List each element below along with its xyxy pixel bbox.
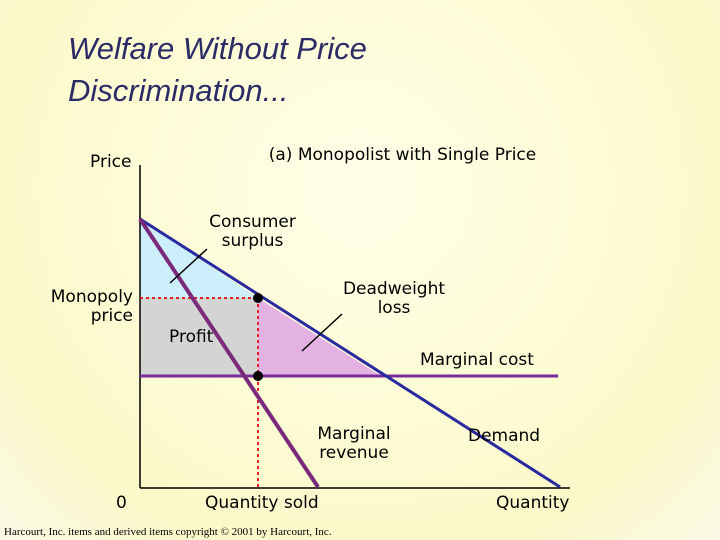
deadweight-loss-leader	[301, 313, 343, 352]
x-axis-label: Quantity	[496, 493, 570, 513]
marginal-revenue-label: Marginal revenue	[298, 425, 410, 463]
monopoly-price-label-line1: Monopoly	[50, 287, 133, 307]
copyright-footer: Harcourt, Inc. items and derived items c…	[4, 526, 332, 538]
mr-mc-intersection-point	[253, 371, 263, 381]
panel-title: (a) Monopolist with Single Price	[268, 145, 537, 165]
consumer-surplus-label-line1: Consumer	[209, 212, 296, 232]
demand-label: Demand	[468, 426, 541, 446]
profit-label: Profit	[169, 327, 214, 347]
slide-title-line1: Welfare Without Price	[68, 31, 367, 66]
deadweight-loss-area	[258, 298, 381, 376]
slide-title: Welfare Without Price Discrimination...	[68, 28, 628, 112]
consumer-surplus-label: Consumer surplus	[185, 213, 320, 251]
profit-area	[140, 298, 258, 376]
monopoly-price-point	[253, 293, 263, 303]
quantity-sold-label: Quantity sold	[205, 493, 319, 513]
demand-curve	[139, 217, 561, 489]
deadweight-loss-label: Deadweight loss	[325, 280, 463, 318]
marginal-revenue-label-line1: Marginal	[317, 424, 391, 444]
consumer-surplus-label-line2: surplus	[221, 231, 284, 251]
deadweight-loss-label-line1: Deadweight	[342, 279, 446, 299]
monopoly-price-label-line2: price	[90, 306, 133, 326]
origin-label: 0	[116, 493, 127, 513]
slide-title-line2: Discrimination...	[68, 73, 289, 108]
marginal-cost-label: Marginal cost	[420, 350, 534, 370]
consumer-surplus-leader	[169, 248, 208, 284]
y-axis-label: Price	[90, 152, 132, 172]
marginal-revenue-label-line2: revenue	[319, 443, 389, 463]
monopoly-price-label: Monopoly price	[20, 288, 133, 326]
deadweight-loss-label-line2: loss	[377, 298, 411, 318]
marginal-revenue-curve	[138, 217, 320, 489]
